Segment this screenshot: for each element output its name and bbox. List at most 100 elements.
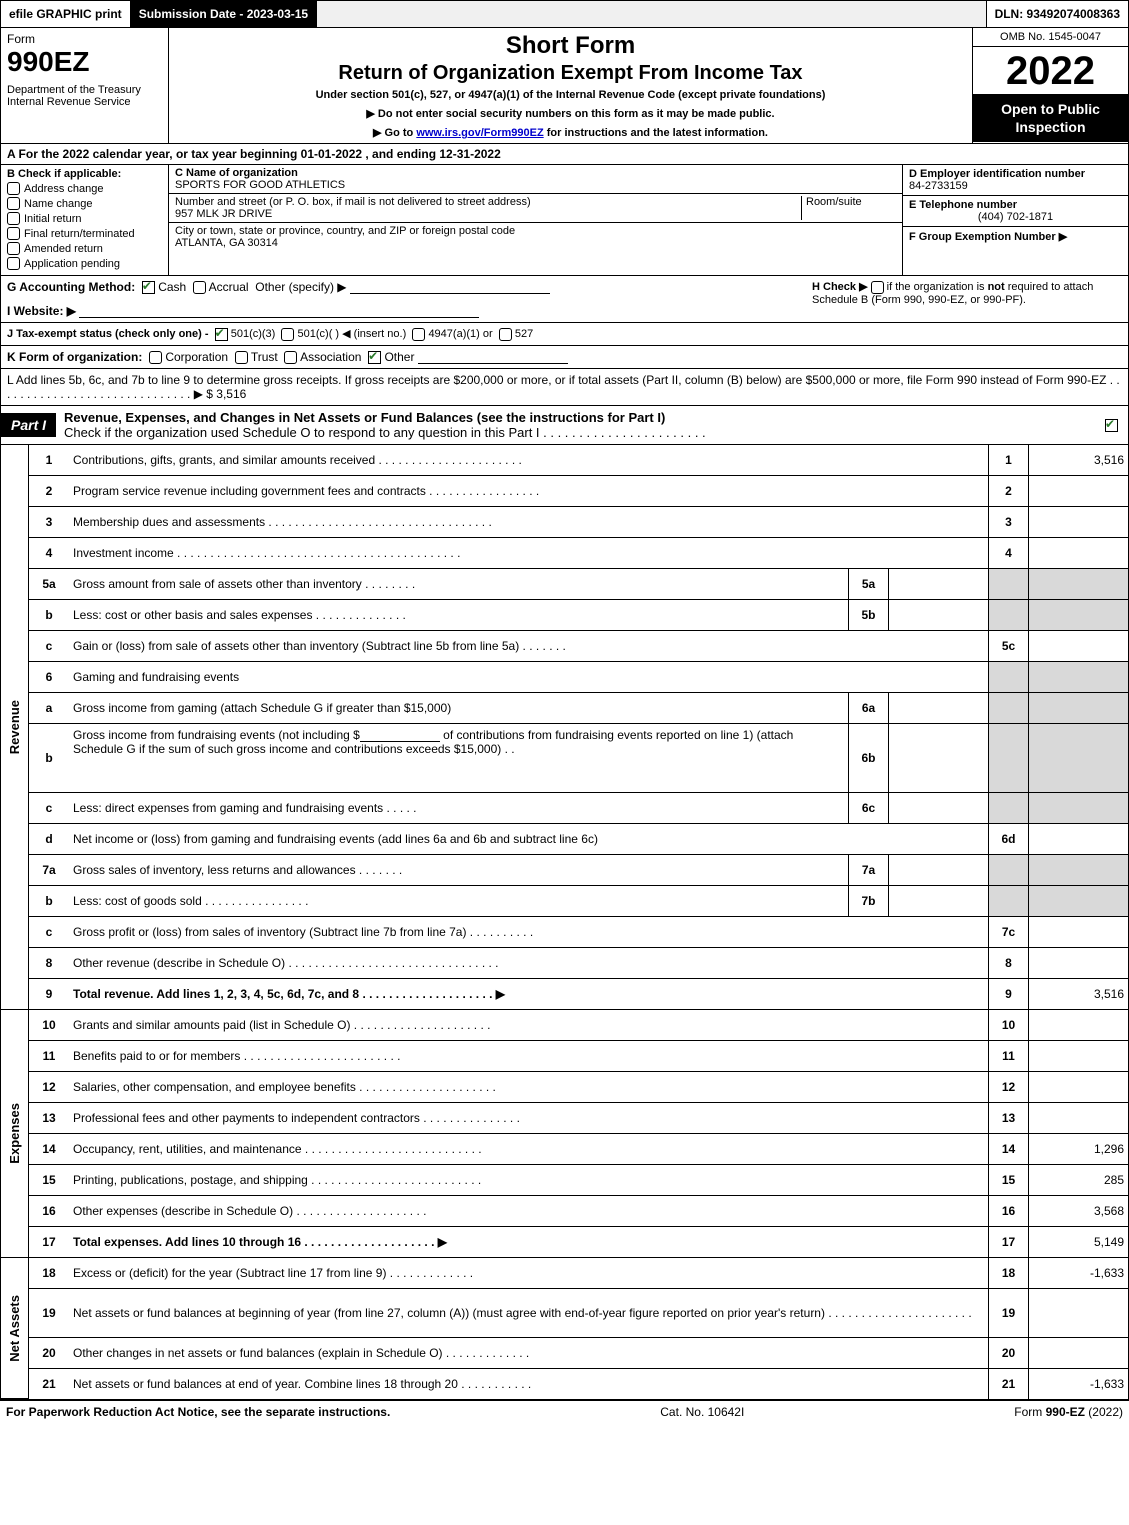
checkbox-schedule-o[interactable] <box>1105 419 1118 432</box>
checkbox-corporation[interactable] <box>149 351 162 364</box>
part-i-table: Revenue 1 Contributions, gifts, grants, … <box>1 445 1128 1399</box>
row8-val <box>1028 948 1128 979</box>
row7c-rn: 7c <box>988 917 1028 948</box>
irs-link[interactable]: www.irs.gov/Form990EZ <box>416 127 543 139</box>
row5c-num: c <box>29 631 69 662</box>
row6-num: 6 <box>29 662 69 693</box>
footer-right: Form 990-EZ (2022) <box>1014 1405 1123 1419</box>
row5c-desc: Gain or (loss) from sale of assets other… <box>69 631 988 662</box>
org-name: SPORTS FOR GOOD ATHLETICS <box>175 179 345 191</box>
side-expenses: Expenses <box>1 1010 29 1258</box>
row3-desc: Membership dues and assessments . . . . … <box>69 507 988 538</box>
checkbox-initial-return[interactable] <box>7 212 20 225</box>
row19-rn: 19 <box>988 1289 1028 1338</box>
row13-desc: Professional fees and other payments to … <box>69 1103 988 1134</box>
row17-num: 17 <box>29 1227 69 1258</box>
revenue-vlabel: Revenue <box>7 700 22 754</box>
dept-line-2: Internal Revenue Service <box>7 96 162 108</box>
row6d-rn: 6d <box>988 824 1028 855</box>
row12-val <box>1028 1072 1128 1103</box>
checkbox-address-change[interactable] <box>7 182 20 195</box>
checkbox-application-pending[interactable] <box>7 257 20 270</box>
note-goto-suffix: for instructions and the latest informat… <box>544 127 768 139</box>
checkbox-name-change[interactable] <box>7 197 20 210</box>
row16-desc: Other expenses (describe in Schedule O) … <box>69 1196 988 1227</box>
opt-501c: 501(c)( ) ◀ (insert no.) <box>298 328 407 340</box>
row5b-desc: Less: cost or other basis and sales expe… <box>69 600 848 631</box>
row6c-val-shaded <box>1028 793 1128 824</box>
row6c-rn-shaded <box>988 793 1028 824</box>
checkbox-amended-return[interactable] <box>7 242 20 255</box>
opt-other-org: Other <box>384 350 414 364</box>
label-h: H Check ▶ <box>812 281 868 293</box>
row5a-desc: Gross amount from sale of assets other t… <box>69 569 848 600</box>
row12-rn: 12 <box>988 1072 1028 1103</box>
row11-val <box>1028 1041 1128 1072</box>
row7b-desc: Less: cost of goods sold . . . . . . . .… <box>69 886 848 917</box>
row7a-num: 7a <box>29 855 69 886</box>
checkbox-4947[interactable] <box>412 328 425 341</box>
part-i-title: Revenue, Expenses, and Changes in Net As… <box>56 406 1095 444</box>
row6a-val-shaded <box>1028 693 1128 724</box>
row6d-num: d <box>29 824 69 855</box>
row6b-blank[interactable] <box>360 729 440 742</box>
opt-other-specify: Other (specify) ▶ <box>255 280 346 294</box>
row1-rn: 1 <box>988 445 1028 476</box>
part-i-title-bold: Revenue, Expenses, and Changes in Net As… <box>64 410 665 425</box>
checkbox-association[interactable] <box>284 351 297 364</box>
row7b-mv <box>888 886 988 917</box>
row5c-val <box>1028 631 1128 662</box>
row18-desc: Excess or (deficit) for the year (Subtra… <box>69 1258 988 1289</box>
tax-year: 2022 <box>973 47 1128 94</box>
row6b-mv <box>888 724 988 793</box>
row10-val <box>1028 1010 1128 1041</box>
row8-desc: Other revenue (describe in Schedule O) .… <box>69 948 988 979</box>
row1-num: 1 <box>29 445 69 476</box>
row6-val-shaded <box>1028 662 1128 693</box>
submission-date: Submission Date - 2023-03-15 <box>131 1 317 27</box>
row4-val <box>1028 538 1128 569</box>
checkbox-501c[interactable] <box>281 328 294 341</box>
label-c-name: C Name of organization <box>175 167 298 179</box>
row13-val <box>1028 1103 1128 1134</box>
row9-rn: 9 <box>988 979 1028 1010</box>
row2-num: 2 <box>29 476 69 507</box>
opt-association: Association <box>300 350 361 364</box>
opt-application-pending: Application pending <box>24 258 120 270</box>
opt-corporation: Corporation <box>165 350 228 364</box>
row6a-mv <box>888 693 988 724</box>
opt-amended-return: Amended return <box>24 243 103 255</box>
efile-label: efile GRAPHIC print <box>1 1 131 27</box>
row11-num: 11 <box>29 1041 69 1072</box>
row21-rn: 21 <box>988 1369 1028 1399</box>
row14-val: 1,296 <box>1028 1134 1128 1165</box>
netassets-vlabel: Net Assets <box>7 1295 22 1362</box>
row9-desc-b: Total revenue. Add lines 1, 2, 3, 4, 5c,… <box>73 987 505 1001</box>
expenses-vlabel: Expenses <box>7 1103 22 1164</box>
checkbox-cash[interactable] <box>142 281 155 294</box>
city-value: ATLANTA, GA 30314 <box>175 237 278 249</box>
checkbox-final-return[interactable] <box>7 227 20 240</box>
footer-mid: Cat. No. 10642I <box>660 1405 744 1419</box>
other-specify-input[interactable] <box>350 281 550 294</box>
other-org-input[interactable] <box>418 351 568 364</box>
row16-num: 16 <box>29 1196 69 1227</box>
checkbox-trust[interactable] <box>235 351 248 364</box>
website-input[interactable] <box>79 305 479 318</box>
checkbox-527[interactable] <box>499 328 512 341</box>
checkbox-accrual[interactable] <box>193 281 206 294</box>
row15-num: 15 <box>29 1165 69 1196</box>
row10-rn: 10 <box>988 1010 1028 1041</box>
row7c-desc: Gross profit or (loss) from sales of inv… <box>69 917 988 948</box>
row6b-mn: 6b <box>848 724 888 793</box>
row6d-val <box>1028 824 1128 855</box>
checkbox-other-org[interactable] <box>368 351 381 364</box>
row7a-desc: Gross sales of inventory, less returns a… <box>69 855 848 886</box>
checkbox-501c3[interactable] <box>215 328 228 341</box>
row19-val <box>1028 1289 1128 1338</box>
col-def: D Employer identification number 84-2733… <box>902 165 1128 275</box>
checkbox-h[interactable] <box>871 281 884 294</box>
omb-number: OMB No. 1545-0047 <box>973 28 1128 47</box>
row5b-rn-shaded <box>988 600 1028 631</box>
form-number: 990EZ <box>7 46 162 78</box>
